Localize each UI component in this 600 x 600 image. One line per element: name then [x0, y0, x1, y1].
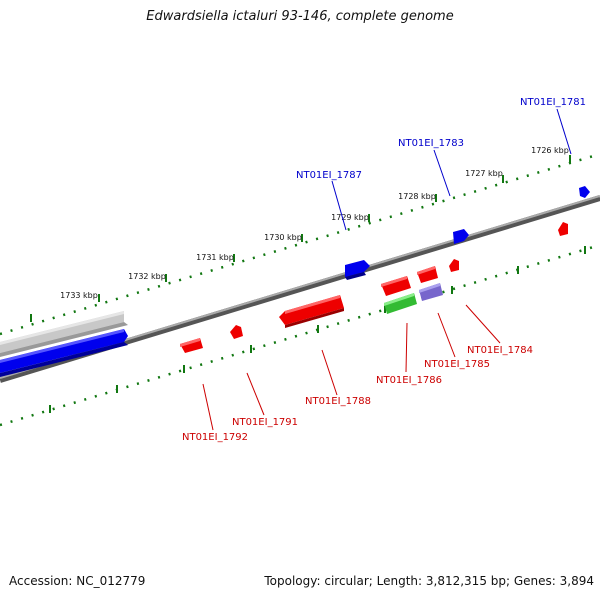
gene-label-nt01ei-1788[interactable]: NT01EI_1788	[305, 396, 371, 407]
gene-label-nt01ei-1785[interactable]: NT01EI_1785	[424, 359, 490, 370]
gene-label-nt01ei-1781[interactable]: NT01EI_1781	[520, 97, 586, 108]
ruler-label: 1730 kbp	[264, 233, 302, 242]
gene-label-nt01ei-1783[interactable]: NT01EI_1783	[398, 138, 464, 149]
gene-feature-nt01ei-1787[interactable]	[345, 260, 370, 277]
ruler-label: 1729 kbp	[331, 213, 369, 222]
gene-feature-nt01ei-1783[interactable]	[453, 229, 469, 244]
gene-label-nt01ei-1791[interactable]: NT01EI_1791	[232, 417, 298, 428]
gene-label-nt01ei-1787[interactable]: NT01EI_1787	[296, 170, 362, 181]
gene-feature-nt01ei-1791[interactable]	[230, 325, 243, 339]
gene-feature-nt01ei-1788[interactable]	[279, 295, 344, 325]
gene-features	[180, 186, 590, 353]
inner-dotted-ring	[0, 243, 600, 427]
ruler-label: 1728 kbp	[398, 192, 436, 201]
ruler-label: 1726 kbp	[531, 146, 569, 155]
ruler-label: 1732 kbp	[128, 272, 166, 281]
gene-feature-nt01ei-1785[interactable]	[419, 283, 443, 301]
gene-feature-red-small-2[interactable]	[449, 259, 459, 272]
ruler-labels: 1726 kbp 1727 kbp 1728 kbp 1729 kbp 1730 kbp…	[60, 146, 569, 300]
gene-feature-nt01ei-1781[interactable]	[579, 186, 590, 198]
gene-feature-red-small[interactable]	[558, 222, 568, 236]
gene-feature-nt01ei-1786[interactable]	[384, 293, 417, 314]
contig-bar-gray	[0, 311, 128, 357]
gene-label-nt01ei-1792[interactable]: NT01EI_1792	[182, 432, 248, 443]
ruler-label: 1727 kbp	[465, 169, 503, 178]
gene-feature-nt01ei-1785-red[interactable]	[381, 276, 411, 296]
map-title: Edwardsiella ictaluri 93-146, complete g…	[146, 9, 454, 24]
ruler-label: 1733 kbp	[60, 291, 98, 300]
label-leader-lines	[202, 108, 572, 431]
genome-summary: Topology: circular; Length: 3,812,315 bp…	[264, 574, 594, 588]
contig-bar-blue	[0, 329, 128, 377]
gene-labels: NT01EI_1781 NT01EI_1783 NT01EI_1787 NT01…	[182, 97, 586, 443]
gene-label-nt01ei-1786[interactable]: NT01EI_1786	[376, 375, 442, 386]
ruler-label: 1731 kbp	[196, 253, 234, 262]
gene-label-nt01ei-1784[interactable]: NT01EI_1784	[467, 345, 533, 356]
accession-label: Accession: NC_012779	[9, 574, 146, 588]
